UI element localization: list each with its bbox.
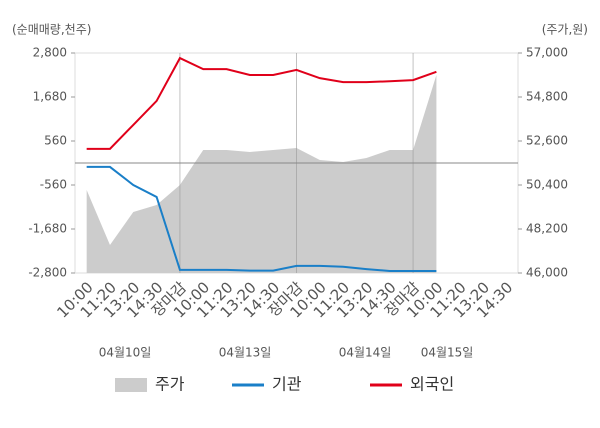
y-tick-label: -2,800 — [28, 266, 67, 280]
y2-tick-label: 48,200 — [526, 222, 568, 236]
legend-label: 기관 — [272, 375, 302, 394]
date-label: 04월10일 — [99, 346, 152, 360]
y2-axis-title: (주가,원) — [542, 23, 588, 37]
legend-label: 외국인 — [410, 375, 454, 394]
price-area — [86, 75, 437, 273]
date-label: 04월14일 — [339, 346, 392, 360]
legend-swatch — [115, 378, 147, 392]
date-label: 04월13일 — [219, 346, 272, 360]
y-tick-label: -1,680 — [28, 222, 67, 236]
y2-tick-label: 50,400 — [526, 178, 568, 192]
y2-tick-label: 46,000 — [526, 266, 568, 280]
y2-tick-label: 54,800 — [526, 90, 568, 104]
series-line — [86, 56, 437, 150]
y2-tick-label: 57,000 — [526, 46, 568, 60]
legend-label: 주가 — [155, 375, 185, 394]
series-line — [86, 165, 437, 273]
y2-tick-label: 52,600 — [526, 134, 568, 148]
y-tick-label: -560 — [40, 178, 67, 192]
y-tick-label: 560 — [44, 134, 67, 148]
date-label: 04월15일 — [421, 346, 474, 360]
y-tick-label: 1,680 — [33, 90, 67, 104]
y-tick-label: 2,800 — [33, 46, 67, 60]
y-axis-title: (순매매량,천주) — [12, 22, 91, 37]
